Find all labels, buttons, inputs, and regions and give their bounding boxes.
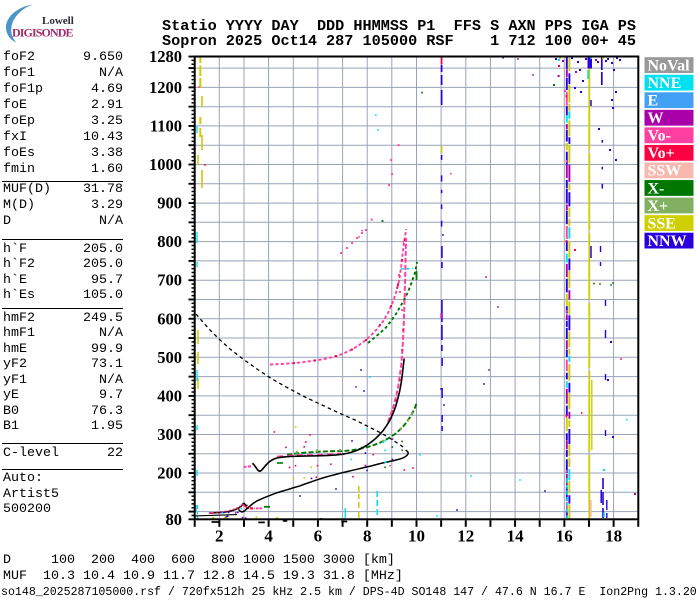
svg-text:Vo+: Vo+ bbox=[648, 145, 675, 162]
svg-text:1000: 1000 bbox=[149, 155, 182, 174]
svg-text:4: 4 bbox=[264, 527, 273, 546]
svg-text:SSW: SSW bbox=[648, 163, 682, 180]
svg-text:NNW: NNW bbox=[648, 233, 687, 250]
svg-text:900: 900 bbox=[157, 194, 182, 213]
svg-text:W: W bbox=[648, 110, 664, 127]
svg-text:X+: X+ bbox=[648, 198, 669, 215]
svg-text:400: 400 bbox=[157, 386, 182, 405]
svg-text:1200: 1200 bbox=[149, 78, 182, 97]
svg-text:12: 12 bbox=[457, 527, 474, 546]
svg-text:700: 700 bbox=[157, 271, 182, 290]
svg-text:SSE: SSE bbox=[648, 215, 676, 232]
svg-text:Lowell: Lowell bbox=[42, 15, 74, 27]
svg-text:2: 2 bbox=[215, 527, 224, 546]
svg-text:E: E bbox=[648, 93, 659, 110]
svg-text:500: 500 bbox=[157, 348, 182, 367]
svg-text:800: 800 bbox=[157, 232, 182, 251]
svg-text:X-: X- bbox=[648, 180, 665, 197]
svg-text:DIGISONDE: DIGISONDE bbox=[12, 26, 73, 40]
svg-text:1100: 1100 bbox=[150, 116, 182, 135]
svg-text:Vo-: Vo- bbox=[648, 128, 671, 145]
svg-text:200: 200 bbox=[157, 464, 182, 483]
svg-text:80: 80 bbox=[166, 510, 183, 529]
svg-text:NoVal: NoVal bbox=[648, 57, 691, 74]
svg-text:300: 300 bbox=[157, 425, 182, 444]
svg-text:600: 600 bbox=[157, 309, 182, 328]
svg-text:NNE: NNE bbox=[648, 75, 682, 92]
svg-text:1280: 1280 bbox=[149, 47, 182, 66]
svg-text:10: 10 bbox=[408, 527, 425, 546]
svg-text:16: 16 bbox=[556, 527, 573, 546]
svg-text:8: 8 bbox=[363, 527, 372, 546]
svg-text:6: 6 bbox=[314, 527, 323, 546]
svg-text:18: 18 bbox=[605, 527, 622, 546]
svg-text:14: 14 bbox=[507, 527, 525, 546]
